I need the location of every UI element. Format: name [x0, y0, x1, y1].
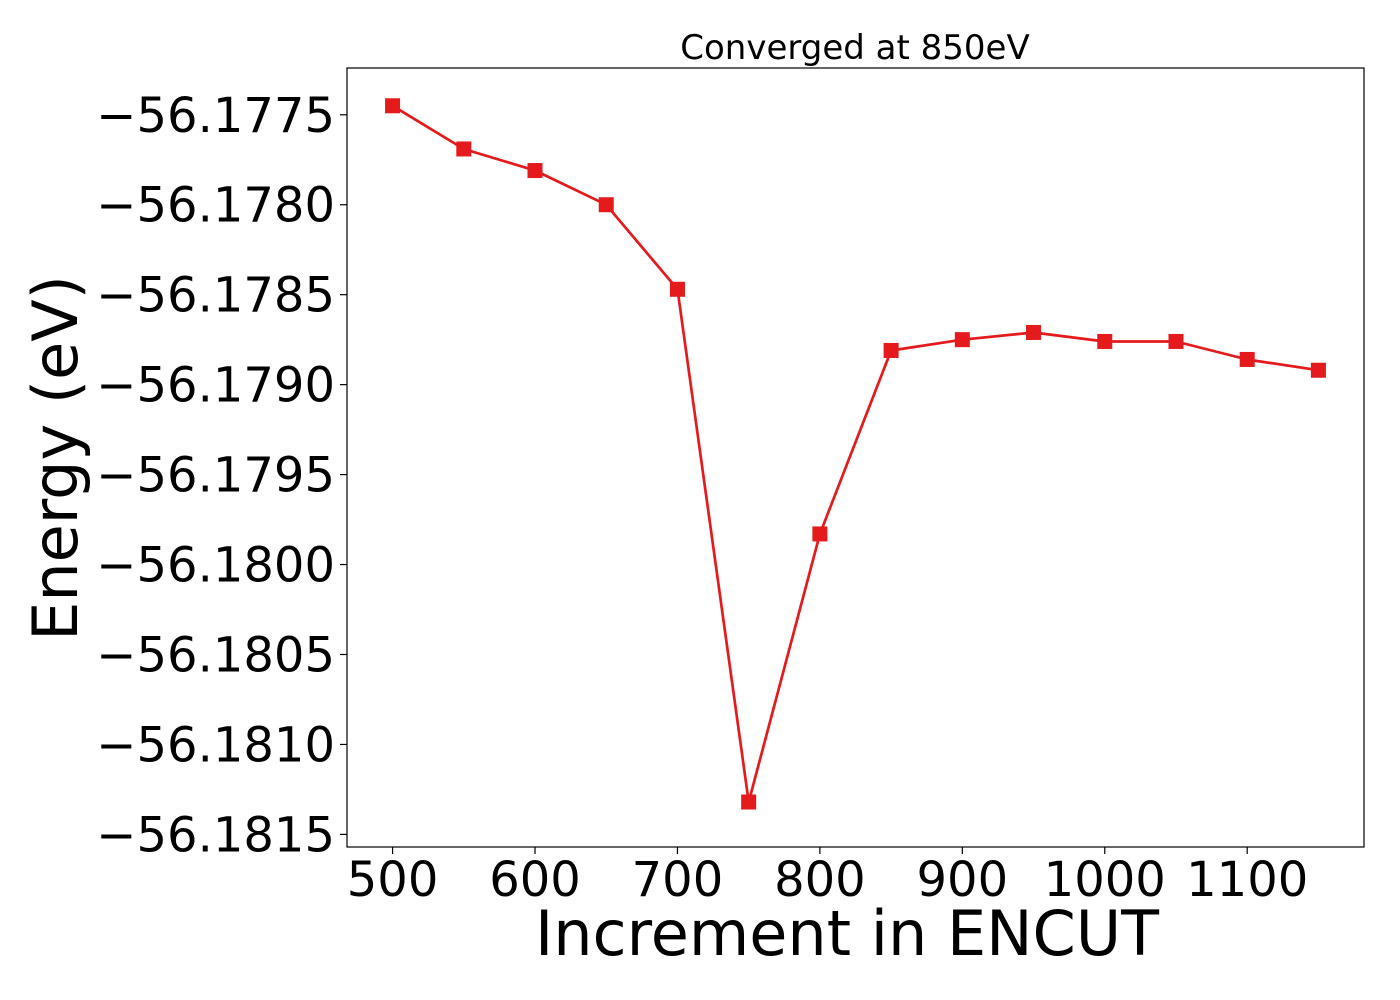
- x-tick-label: 800: [774, 852, 866, 908]
- y-tick-label: −56.1795: [96, 448, 335, 504]
- data-point-marker: [883, 342, 899, 358]
- y-tick-label: −56.1780: [96, 178, 335, 234]
- data-point-marker: [1026, 324, 1042, 340]
- x-axis-label: Increment in ENCUT: [535, 897, 1160, 970]
- y-tick-label: −56.1800: [96, 538, 335, 594]
- y-tick-label: −56.1785: [96, 268, 335, 324]
- data-point-marker: [598, 197, 614, 213]
- y-tick-label: −56.1775: [96, 88, 335, 144]
- data-point-marker: [954, 332, 970, 348]
- x-tick-label: 500: [347, 852, 439, 908]
- data-point-marker: [1097, 333, 1113, 349]
- series-layer: [385, 98, 1326, 810]
- x-axis: 500 600 700 800 900 1000 1100: [347, 847, 1308, 908]
- y-tick-label: −56.1790: [96, 358, 335, 414]
- data-point-marker: [527, 163, 543, 179]
- chart-title: Converged at 850eV: [680, 28, 1029, 68]
- data-point-marker: [669, 281, 685, 297]
- data-point-marker: [812, 526, 828, 542]
- plot-area: [346, 67, 1365, 848]
- data-point-marker: [741, 794, 757, 810]
- y-axis-label: Energy (eV): [19, 275, 92, 641]
- x-tick-label: 600: [489, 852, 581, 908]
- y-tick-label: −56.1815: [96, 807, 335, 863]
- y-tick-label: −56.1810: [96, 717, 335, 773]
- data-point-marker: [1310, 362, 1326, 378]
- data-point-marker: [385, 98, 401, 114]
- data-point-marker: [1168, 333, 1184, 349]
- x-tick-label: 1100: [1186, 852, 1308, 908]
- x-tick-label: 900: [917, 852, 1009, 908]
- y-axis: −56.1775 −56.1780 −56.1785 −56.1790 −56.1795…: [96, 88, 347, 863]
- x-tick-label: 1000: [1044, 852, 1166, 908]
- data-point-marker: [456, 141, 472, 157]
- series-line: [391, 104, 1319, 804]
- data-point-marker: [1239, 351, 1255, 367]
- x-tick-label: 700: [632, 852, 724, 908]
- y-tick-label: −56.1805: [96, 627, 335, 683]
